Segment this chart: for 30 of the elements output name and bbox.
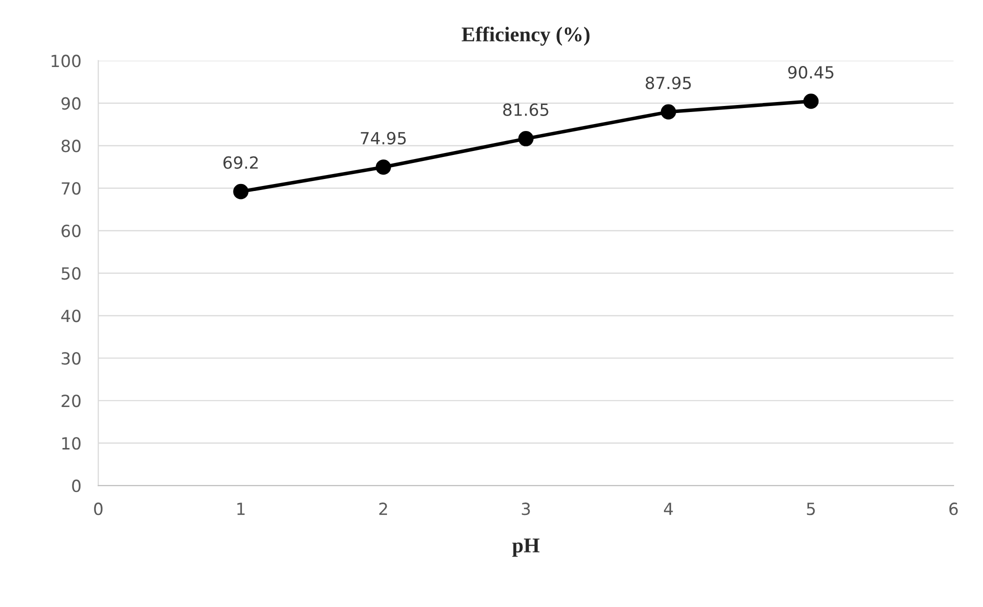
point: [376, 160, 392, 175]
x-tick-label: 2: [379, 502, 388, 515]
y-tick-label: 50: [62, 267, 81, 280]
point: [660, 104, 676, 120]
x-tick-label: 5: [806, 502, 815, 516]
y-tick-label: 70: [62, 182, 81, 195]
x-axis-title: pH: [512, 538, 540, 557]
data-label: 81.65: [503, 103, 548, 116]
y-tick-label: 60: [62, 224, 81, 238]
data-label: 87.95: [646, 76, 691, 90]
point: [518, 131, 534, 146]
data-label: 90.45: [788, 66, 834, 79]
x-tick-label: 3: [522, 502, 530, 516]
y-tick-label: 30: [62, 352, 81, 365]
y-tick-label: 0: [72, 480, 81, 492]
x-tick-label: 6: [949, 502, 958, 516]
chart-title: Efficiency (%): [462, 26, 590, 46]
y-tick-label: 20: [62, 394, 81, 408]
point: [803, 94, 819, 109]
x-tick-label: 0: [94, 502, 102, 516]
point: [233, 184, 248, 200]
data-label: 69.2: [223, 156, 258, 169]
x-tick-label: 1: [237, 502, 245, 515]
y-tick-label: 90: [61, 97, 81, 110]
y-tick-label: 80: [62, 140, 81, 152]
y-tick-label: 10: [62, 437, 81, 450]
data-label: 74.95: [360, 132, 406, 144]
x-tick-label: 4: [664, 502, 673, 515]
y-tick-label: 40: [61, 310, 81, 322]
y-tick-label: 100: [52, 54, 81, 68]
